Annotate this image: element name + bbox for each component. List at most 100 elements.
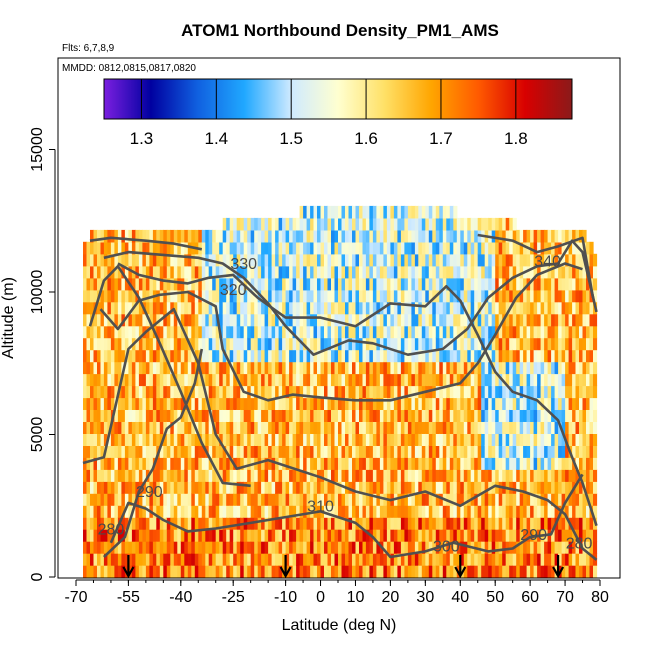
heatmap-cell: [282, 265, 287, 279]
heatmap-cell: [345, 241, 350, 255]
heatmap-cell: [586, 241, 591, 255]
heatmap-cell: [516, 433, 521, 446]
heatmap-cell: [240, 385, 245, 399]
heatmap-cell: [317, 349, 322, 363]
heatmap-cell: [537, 421, 542, 434]
heatmap-cell: [411, 469, 416, 482]
heatmap-cell: [502, 553, 507, 566]
heatmap-cell: [568, 325, 573, 339]
heatmap-cell: [257, 241, 262, 255]
heatmap-cell: [201, 529, 206, 542]
heatmap-cell: [313, 301, 318, 315]
heatmap-cell: [453, 541, 458, 554]
heatmap-cell: [572, 385, 577, 399]
heatmap-cell: [386, 205, 391, 219]
heatmap-cell: [586, 385, 591, 399]
heatmap-cell: [379, 217, 384, 231]
heatmap-cell: [243, 241, 248, 255]
heatmap-cell: [509, 445, 514, 458]
heatmap-cell: [565, 373, 570, 387]
heatmap-cell: [170, 457, 175, 470]
heatmap-cell: [435, 481, 440, 494]
heatmap-cell: [498, 289, 503, 303]
heatmap-cell: [159, 421, 164, 434]
heatmap-cell: [254, 265, 259, 279]
heatmap-cell: [439, 553, 444, 566]
heatmap-cell: [303, 553, 308, 566]
heatmap-cell: [233, 325, 238, 339]
heatmap-cell: [425, 337, 430, 351]
heatmap-cell: [103, 481, 108, 494]
heatmap-cell: [264, 529, 269, 542]
heatmap-cell: [463, 469, 468, 482]
heatmap-cell: [400, 217, 405, 231]
heatmap-cell: [439, 409, 444, 422]
heatmap-cell: [481, 421, 486, 434]
x-tick-label: 10: [347, 589, 365, 606]
heatmap-cell: [152, 397, 157, 410]
heatmap-cell: [299, 481, 304, 494]
heatmap-cell: [516, 517, 521, 530]
heatmap-cell: [404, 385, 409, 399]
heatmap-cell: [526, 541, 531, 554]
heatmap-cell: [229, 349, 234, 363]
x-tick-label: 30: [416, 589, 434, 606]
heatmap-cell: [90, 289, 95, 303]
heatmap-cell: [191, 361, 196, 375]
heatmap-cell: [383, 565, 388, 578]
heatmap-cell: [348, 397, 353, 410]
heatmap-cell: [338, 481, 343, 494]
heatmap-cell: [449, 421, 454, 434]
heatmap-cell: [128, 265, 133, 279]
heatmap-cell: [240, 361, 245, 375]
heatmap-cell: [421, 337, 426, 351]
heatmap-cell: [327, 409, 332, 422]
heatmap-cell: [575, 481, 580, 494]
heatmap-cell: [114, 229, 119, 243]
heatmap-cell: [582, 385, 587, 399]
heatmap-cell: [268, 277, 273, 291]
heatmap-cell: [442, 517, 447, 530]
heatmap-cell: [233, 517, 238, 530]
heatmap-cell: [547, 445, 552, 458]
heatmap-cell: [428, 205, 433, 219]
heatmap-cell: [383, 445, 388, 458]
heatmap-cell: [481, 409, 486, 422]
heatmap-cell: [201, 493, 206, 506]
heatmap-cell: [338, 385, 343, 399]
heatmap-cell: [233, 457, 238, 470]
heatmap-cell: [341, 277, 346, 291]
heatmap-cell: [299, 361, 304, 375]
heatmap-cell: [509, 241, 514, 255]
heatmap-cell: [505, 493, 510, 506]
heatmap-cell: [491, 421, 496, 434]
heatmap-cell: [142, 373, 147, 387]
heatmap-cell: [435, 493, 440, 506]
heatmap-cell: [393, 241, 398, 255]
heatmap-cell: [495, 565, 500, 578]
heatmap-cell: [463, 433, 468, 446]
heatmap-cell: [90, 337, 95, 351]
heatmap-cell: [124, 445, 129, 458]
heatmap-cell: [208, 541, 213, 554]
heatmap-cell: [414, 229, 419, 243]
heatmap-cell: [575, 253, 580, 267]
heatmap-cell: [579, 337, 584, 351]
heatmap-cell: [233, 541, 238, 554]
heatmap-cell: [390, 253, 395, 267]
heatmap-cell: [568, 397, 573, 410]
heatmap-cell: [516, 493, 521, 506]
heatmap-cell: [138, 409, 143, 422]
heatmap-cell: [456, 493, 461, 506]
heatmap-cell: [184, 517, 189, 530]
heatmap-cell: [425, 217, 430, 231]
heatmap-cell: [208, 481, 213, 494]
heatmap-cell: [317, 481, 322, 494]
heatmap-cell: [313, 541, 318, 554]
heatmap-cell: [198, 397, 203, 410]
heatmap-cell: [568, 313, 573, 327]
heatmap-cell: [268, 493, 273, 506]
heatmap-cell: [432, 349, 437, 363]
heatmap-cell: [565, 421, 570, 434]
heatmap-cell: [159, 409, 164, 422]
